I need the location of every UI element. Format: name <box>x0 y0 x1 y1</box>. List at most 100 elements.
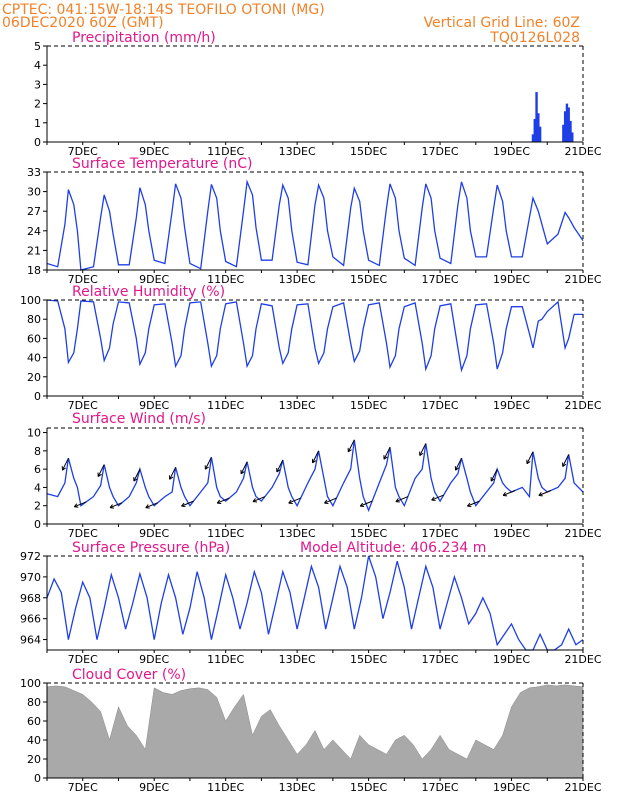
cloud-cover-y-tick-label: 40 <box>27 734 41 747</box>
relative-humidity-line <box>46 299 583 373</box>
precipitation-x-tick-label: 13DEC <box>279 145 316 158</box>
surface-pressure-x-tick-label: 7DEC <box>68 653 98 666</box>
surface-temperature-y-tick-label: 30 <box>27 186 41 199</box>
surface-temperature-x-tick-label: 15DEC <box>350 273 387 286</box>
surface-pressure-title: Surface Pressure (hPa) <box>72 540 230 556</box>
surface-temperature-x-tick-label: 11DEC <box>207 273 244 286</box>
wind-arrow-head <box>455 467 460 471</box>
relative-humidity-y-tick-label: 80 <box>27 313 41 326</box>
surface-wind-y-tick-label: 10 <box>27 427 41 440</box>
wind-arrow <box>74 501 87 508</box>
wind-arrow-head <box>431 496 435 501</box>
cloud-cover-x-tick-label: 19DEC <box>493 781 530 794</box>
wind-arrow-head <box>502 492 506 496</box>
cloud-cover-x-tick-label: 21DEC <box>564 781 601 794</box>
wind-arrow-head <box>466 502 471 507</box>
relative-humidity-y-tick-label: 60 <box>27 332 41 345</box>
cloud-cover-x-tick-label: 7DEC <box>68 781 98 794</box>
wind-arrow-head <box>359 502 364 507</box>
precipitation-x-tick-label: 17DEC <box>422 145 459 158</box>
wind-arrow <box>145 502 158 509</box>
wind-arrow <box>383 446 391 460</box>
surface-wind-x-tick-label: 15DEC <box>350 527 387 540</box>
wind-arrow <box>562 454 570 467</box>
wind-arrow <box>490 468 498 482</box>
wind-arrow <box>467 500 480 507</box>
wind-arrow-head <box>97 473 102 477</box>
relative-humidity-y-tick-label: 0 <box>34 390 41 403</box>
wind-arrow <box>288 497 301 504</box>
wind-arrow-head <box>562 463 567 467</box>
precipitation-y-tick-label: 1 <box>34 117 41 130</box>
wind-arrow <box>431 494 444 501</box>
surface-wind-x-tick-label: 21DEC <box>564 527 601 540</box>
precipitation-bar <box>569 120 572 142</box>
wind-arrow <box>312 450 320 464</box>
cloud-cover-area <box>46 684 584 779</box>
wind-arrow-head <box>216 499 221 504</box>
surface-temperature-x-tick-label: 19DEC <box>493 273 530 286</box>
surface-wind-x-tick-label: 9DEC <box>139 527 169 540</box>
wind-arrow-head <box>145 504 149 508</box>
surface-temperature-y-tick-label: 33 <box>27 166 41 179</box>
precipitation-title: Precipitation (mm/h) <box>72 30 216 46</box>
cloud-cover-y-tick-label: 20 <box>27 753 41 766</box>
wind-arrow-head <box>62 467 67 471</box>
surface-temperature-x-tick-label: 7DEC <box>68 273 98 286</box>
relative-humidity-x-tick-label: 7DEC <box>68 399 98 412</box>
wind-arrow <box>169 467 177 480</box>
relative-humidity-title: Relative Humidity (%) <box>72 284 225 300</box>
relative-humidity-x-tick-label: 21DEC <box>564 399 601 412</box>
surface-pressure-x-tick-label: 11DEC <box>207 653 244 666</box>
surface-wind-y-tick-label: 8 <box>34 445 41 458</box>
cloud-cover-x-tick-label: 15DEC <box>350 781 387 794</box>
wind-arrow-head <box>312 460 317 464</box>
surface-wind-line <box>46 439 584 513</box>
wind-arrow <box>97 464 105 477</box>
surface-pressure-x-tick-label: 13DEC <box>279 653 316 666</box>
precipitation-x-tick-label: 19DEC <box>493 145 530 158</box>
cloud-cover-x-tick-label: 11DEC <box>207 781 244 794</box>
precipitation-x-tick-label: 9DEC <box>139 145 169 158</box>
surface-temperature-x-tick-label: 17DEC <box>422 273 459 286</box>
surface-pressure-x-tick-label: 17DEC <box>422 653 459 666</box>
surface-pressure-x-tick-label: 21DEC <box>564 653 601 666</box>
surface-wind-x-tick-label: 7DEC <box>68 527 98 540</box>
header-code: TQ0126L028 <box>489 30 580 46</box>
wind-arrow-head <box>181 502 185 507</box>
cloud-cover-y-tick-label: 0 <box>34 772 41 785</box>
precipitation-y-tick-label: 5 <box>34 40 41 53</box>
surface-pressure-y-tick-label: 966 <box>20 613 41 626</box>
wind-arrow-head <box>395 498 399 502</box>
surface-pressure-x-tick-label: 15DEC <box>350 653 387 666</box>
precipitation-bar <box>533 118 536 142</box>
cloud-cover-x-tick-label: 9DEC <box>139 781 169 794</box>
wind-arrow <box>133 468 141 482</box>
header-grid-note: Vertical Grid Line: 60Z <box>424 15 580 31</box>
relative-humidity-x-tick-label: 15DEC <box>350 399 387 412</box>
wind-arrow-head <box>109 504 113 508</box>
surface-wind-x-tick-label: 19DEC <box>493 527 530 540</box>
precipitation-x-tick-label: 11DEC <box>207 145 244 158</box>
wind-arrow <box>526 451 534 464</box>
surface-wind-y-tick-label: 2 <box>34 500 41 513</box>
wind-arrow-head <box>383 456 388 460</box>
panel-cloud-cover: Cloud Cover (%) 0 20 40 60 80 100 7DEC 9DEC 11DE… <box>20 667 602 794</box>
surface-temperature-y-tick-label: 21 <box>27 244 41 257</box>
surface-pressure-y-tick-label: 968 <box>20 592 41 605</box>
wind-arrow-head <box>526 461 531 465</box>
cloud-cover-y-tick-label: 100 <box>20 677 41 690</box>
precipitation-y-tick-label: 4 <box>34 59 41 72</box>
surface-wind-y-tick-label: 4 <box>34 481 41 494</box>
wind-arrow-head <box>419 452 424 456</box>
surface-pressure-line <box>46 555 584 651</box>
wind-arrow <box>359 500 373 507</box>
precipitation-bar <box>562 124 565 142</box>
wind-arrow <box>395 496 409 503</box>
surface-temperature-y-tick-label: 27 <box>27 205 41 218</box>
surface-pressure-x-tick-label: 9DEC <box>139 653 169 666</box>
wind-arrow <box>61 457 69 471</box>
wind-arrow <box>276 459 284 473</box>
precipitation-bar <box>531 134 535 142</box>
